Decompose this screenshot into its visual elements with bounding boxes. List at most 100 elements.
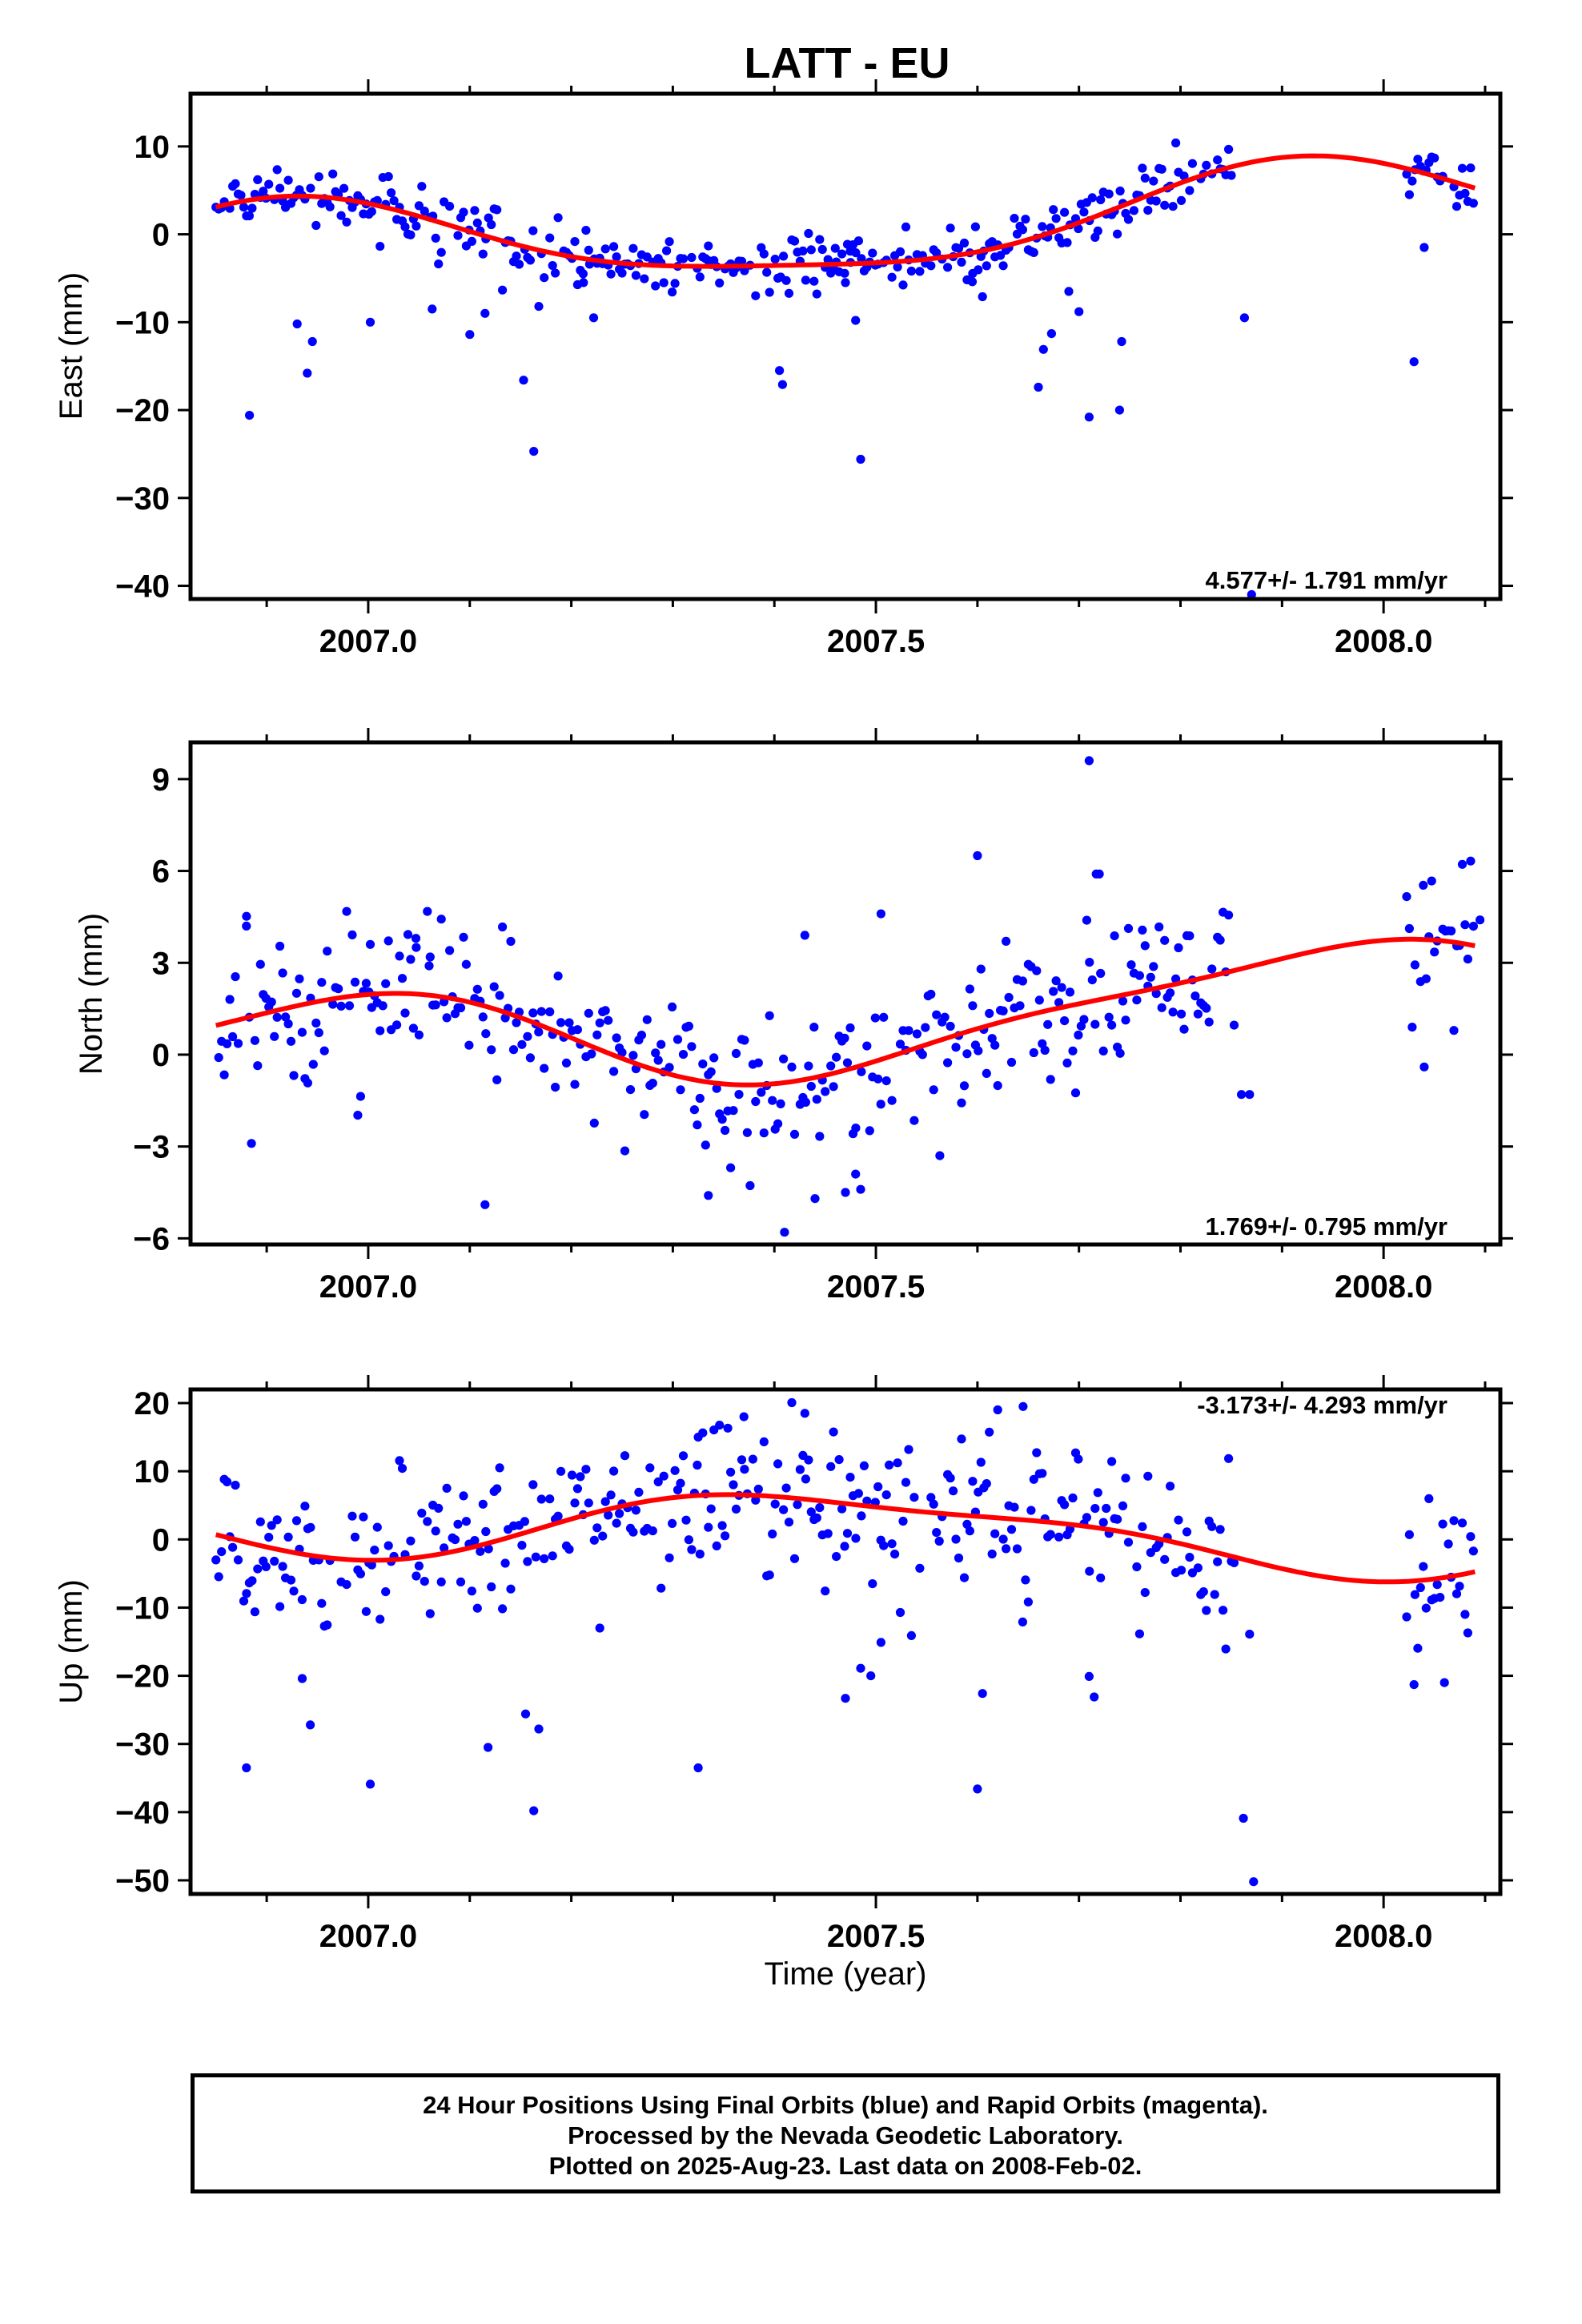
up-data-point xyxy=(495,1463,504,1473)
east-data-point xyxy=(1079,207,1089,217)
up-xtick-label: 2007.5 xyxy=(827,1919,925,1954)
up-data-point xyxy=(721,1531,730,1541)
up-data-point xyxy=(523,1557,532,1566)
north-data-point xyxy=(278,968,287,978)
east-data-point xyxy=(687,252,697,263)
up-data-point xyxy=(909,1493,919,1502)
east-data-point xyxy=(434,259,444,269)
north-data-point xyxy=(334,984,343,994)
east-ytick-label: 0 xyxy=(152,218,170,253)
east-data-point xyxy=(264,179,274,189)
east-data-point xyxy=(670,279,680,288)
up-data-point xyxy=(436,1577,446,1586)
east-data-point xyxy=(737,256,747,266)
north-data-point xyxy=(987,1034,997,1043)
east-data-point xyxy=(906,266,916,276)
east-data-point xyxy=(668,287,677,297)
north-data-point xyxy=(219,1070,229,1080)
east-data-point xyxy=(470,206,480,215)
east-data-point xyxy=(487,219,496,230)
north-data-point xyxy=(787,1062,797,1072)
up-data-point xyxy=(1229,1558,1239,1567)
east-data-point xyxy=(1021,215,1030,224)
north-data-point xyxy=(291,988,302,998)
east-data-point xyxy=(851,248,861,258)
up-data-point xyxy=(737,1455,747,1465)
north-data-point xyxy=(1176,1009,1186,1019)
up-data-point xyxy=(1090,1504,1100,1514)
north-ytick-label: −6 xyxy=(133,1221,170,1256)
up-data-point xyxy=(1038,1469,1047,1478)
up-data-point xyxy=(367,1560,376,1570)
up-data-point xyxy=(306,1720,315,1730)
up-data-point xyxy=(1160,1554,1170,1564)
north-data-point xyxy=(592,1030,602,1039)
east-data-point xyxy=(570,237,580,247)
east-data-point xyxy=(1409,357,1419,367)
north-data-point xyxy=(553,971,563,981)
north-data-point xyxy=(1115,1048,1125,1058)
north-data-point xyxy=(1054,998,1064,1007)
up-data-point xyxy=(687,1545,697,1554)
east-data-point xyxy=(1187,159,1197,168)
east-xtick-label: 2007.5 xyxy=(827,624,925,659)
north-data-point xyxy=(776,1099,785,1108)
up-data-point xyxy=(670,1466,680,1475)
north-data-point xyxy=(1006,1057,1017,1068)
up-data-point xyxy=(1438,1519,1447,1529)
east-data-point xyxy=(853,236,863,246)
east-data-point xyxy=(770,255,780,264)
east-data-point xyxy=(1038,344,1048,354)
north-data-point xyxy=(295,974,304,983)
up-data-point xyxy=(712,1541,721,1550)
north-data-point xyxy=(1096,968,1106,979)
east-data-point xyxy=(823,255,833,264)
north-data-point xyxy=(423,907,432,916)
east-data-point xyxy=(801,275,811,285)
up-data-point xyxy=(765,1570,774,1580)
up-data-point xyxy=(1018,1401,1028,1411)
up-data-point xyxy=(1138,1522,1147,1531)
north-data-point xyxy=(1215,935,1225,945)
east-data-point xyxy=(974,265,983,275)
up-data-point xyxy=(553,1511,563,1521)
north-data-point xyxy=(283,1019,293,1029)
north-data-point xyxy=(857,1067,866,1076)
up-ytick-label: −20 xyxy=(115,1659,170,1695)
up-data-point xyxy=(693,1460,702,1470)
north-data-point xyxy=(508,1045,519,1055)
north-data-point xyxy=(701,1140,710,1150)
up-data-point xyxy=(1174,1515,1183,1525)
east-data-point xyxy=(1176,195,1186,205)
north-data-point xyxy=(709,1053,719,1063)
up-data-point xyxy=(1219,1606,1228,1615)
north-data-point xyxy=(1166,988,1175,998)
up-data-point xyxy=(978,1689,987,1699)
north-data-point xyxy=(297,1027,307,1037)
east-data-point xyxy=(857,254,866,263)
east-data-point xyxy=(704,241,713,251)
east-data-point xyxy=(959,238,970,248)
east-data-point xyxy=(1224,144,1234,155)
up-ytick-label: −40 xyxy=(115,1795,170,1831)
up-data-point xyxy=(859,1461,869,1470)
north-data-point xyxy=(943,1058,953,1068)
north-data-point xyxy=(328,999,338,1009)
east-data-point xyxy=(367,207,376,216)
north-data-point xyxy=(773,1119,783,1128)
up-data-point xyxy=(1193,1563,1203,1573)
north-data-point xyxy=(414,1030,424,1039)
up-ytick-label: −50 xyxy=(115,1864,170,1899)
east-data-point xyxy=(275,183,285,193)
east-data-point xyxy=(1179,171,1189,181)
north-data-point xyxy=(464,1040,474,1050)
up-data-point xyxy=(879,1541,889,1550)
north-data-point xyxy=(572,1025,583,1035)
north-data-point xyxy=(487,1045,496,1055)
east-data-point xyxy=(307,336,317,347)
north-data-point xyxy=(523,1031,532,1041)
up-ytick-label: −10 xyxy=(115,1590,170,1626)
up-data-point xyxy=(866,1671,876,1681)
north-data-point xyxy=(314,1028,323,1038)
north-data-point xyxy=(1193,1009,1203,1019)
